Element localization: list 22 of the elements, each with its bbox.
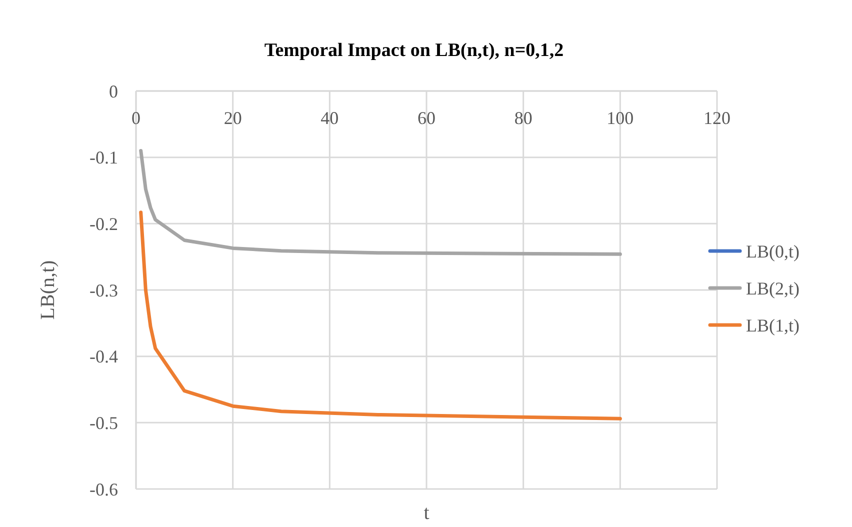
- legend-label: LB(1,t): [746, 315, 800, 336]
- x-tick-label: 100: [606, 108, 634, 128]
- x-tick-label: 60: [418, 108, 436, 128]
- legend-label: LB(2,t): [746, 278, 800, 298]
- y-tick-label: -0.6: [90, 479, 118, 500]
- x-tick-label: 80: [514, 108, 532, 128]
- line-series: [139, 210, 622, 420]
- x-tick-label: 40: [320, 108, 339, 128]
- y-tick-label: -0.4: [90, 346, 118, 367]
- x-tick-label: 20: [224, 108, 242, 128]
- chart-title: Temporal Impact on LB(n,t), n=0,1,2: [264, 40, 564, 61]
- y-axis-title: LB(n,t): [37, 260, 59, 320]
- y-tick-label: -0.5: [90, 412, 118, 433]
- y-tick-label: -0.2: [90, 214, 118, 234]
- y-tick-label: -0.1: [90, 148, 118, 168]
- legend-label: LB(0,t): [746, 241, 800, 262]
- y-tick-label: -0.3: [90, 280, 118, 300]
- y-tick-label: 0: [109, 81, 118, 102]
- x-tick-label: 0: [132, 108, 140, 128]
- x-tick-label: 120: [704, 108, 730, 128]
- line-series: [139, 148, 622, 256]
- x-axis-title: t: [424, 502, 430, 524]
